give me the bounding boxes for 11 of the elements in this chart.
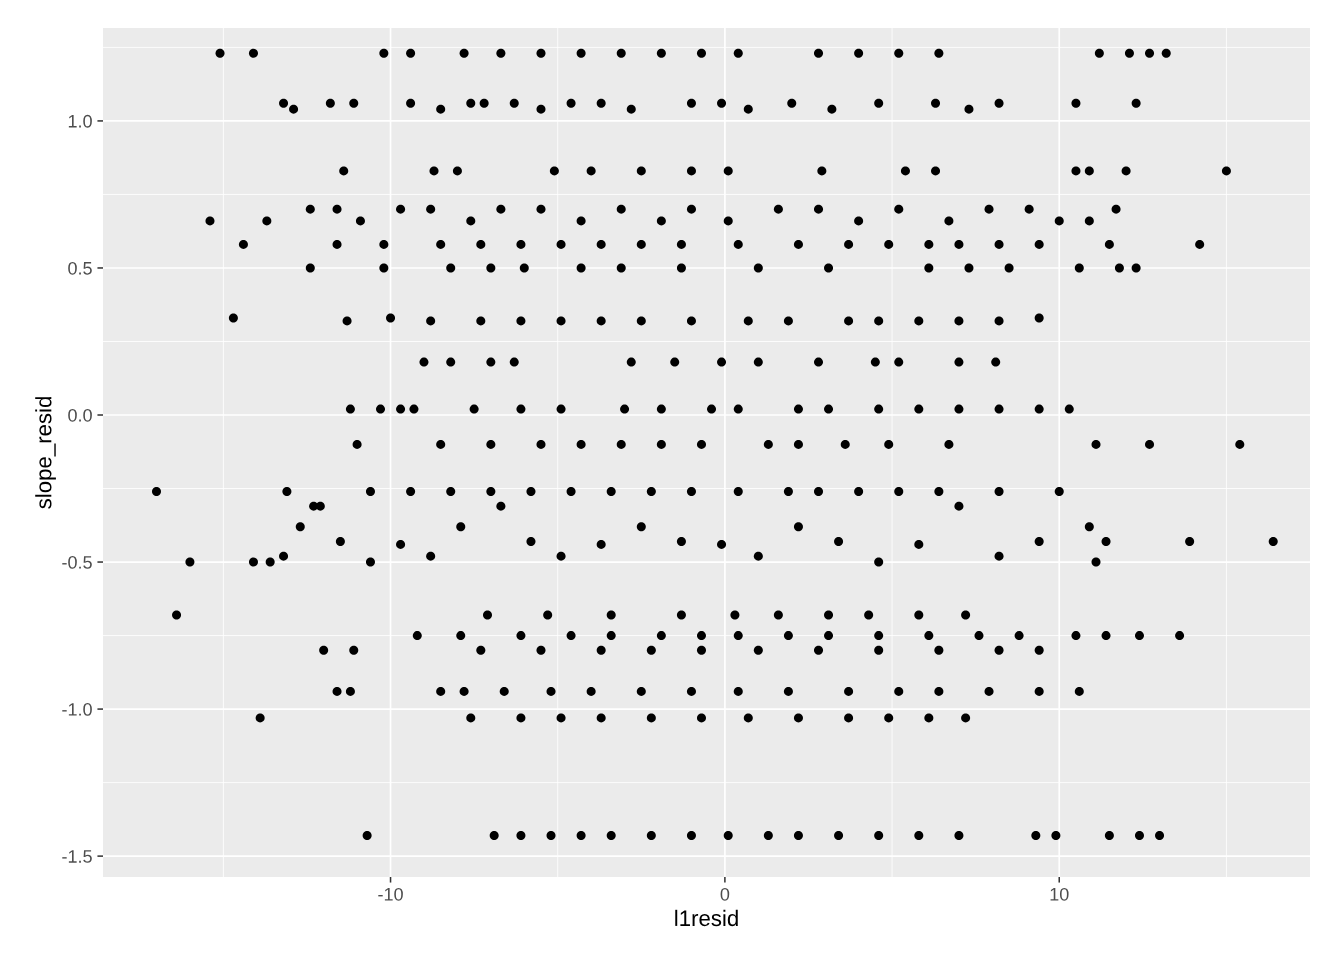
y-tick-label: 0.5 [68,261,92,275]
x-axis-title: l1resid [675,909,738,927]
y-tick-label: 0.0 [68,408,92,422]
y-tick-label: 1.0 [68,114,92,128]
x-tick-label: 0 [720,887,730,901]
x-tick-label: -10 [378,887,403,901]
y-tick-label: -0.5 [62,555,92,569]
y-tick-label: -1.5 [62,850,92,863]
y-axis-title: slope_resid [35,397,56,509]
y-tick-label: -1.0 [62,703,92,716]
x-tick-label: 10 [1050,887,1069,901]
